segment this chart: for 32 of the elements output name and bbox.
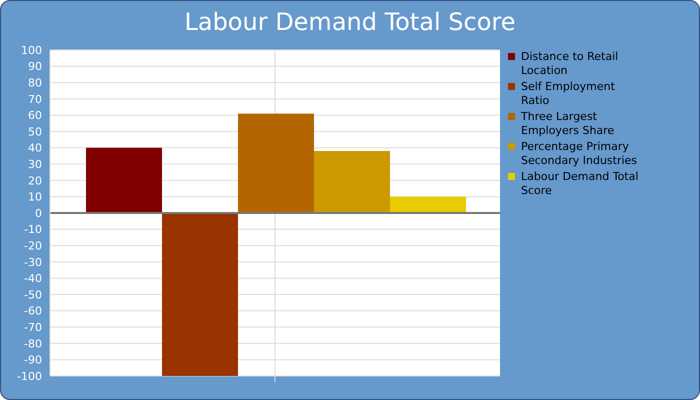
y-tick-label: -90: [24, 354, 42, 367]
y-tick-label: -70: [24, 321, 42, 334]
y-tick-label: 0: [35, 206, 42, 220]
bar: [238, 114, 314, 213]
y-tick-label: 20: [28, 174, 42, 188]
y-tick-label: 80: [28, 76, 42, 90]
y-tick-label: 60: [28, 109, 42, 122]
y-tick-label: -80: [24, 337, 42, 350]
legend-label: Self Employment Ratio: [521, 80, 616, 108]
chart-title: Labour Demand Total Score: [183, 8, 516, 36]
y-tick-label: -100: [17, 370, 42, 383]
y-tick-label: -10: [24, 223, 42, 236]
y-tick-label: -20: [24, 240, 42, 253]
y-tick-label: 70: [28, 92, 42, 106]
y-tick-label: 30: [28, 158, 42, 172]
legend-label: Labour Demand Total Score: [521, 170, 640, 198]
legend-label: Percentage Primary Secondary Industries: [521, 140, 638, 168]
y-tick-label: 90: [28, 60, 42, 74]
legend-label: Distance to Retail Location: [521, 50, 620, 78]
y-tick-label: 10: [28, 190, 42, 204]
bar: [162, 213, 238, 376]
bar: [390, 196, 466, 213]
legend-label: Three Largest Employers Share: [521, 110, 616, 138]
y-tick-label: 40: [28, 142, 42, 155]
y-tick-label: -30: [24, 256, 42, 269]
bar: [86, 148, 162, 213]
y-tick-label: -40: [24, 272, 42, 286]
y-tick-label: 100: [21, 44, 42, 57]
bar: [314, 151, 390, 213]
y-tick-label: -60: [24, 304, 42, 318]
y-tick-label: -50: [24, 288, 42, 302]
y-tick-label: 50: [28, 125, 42, 138]
